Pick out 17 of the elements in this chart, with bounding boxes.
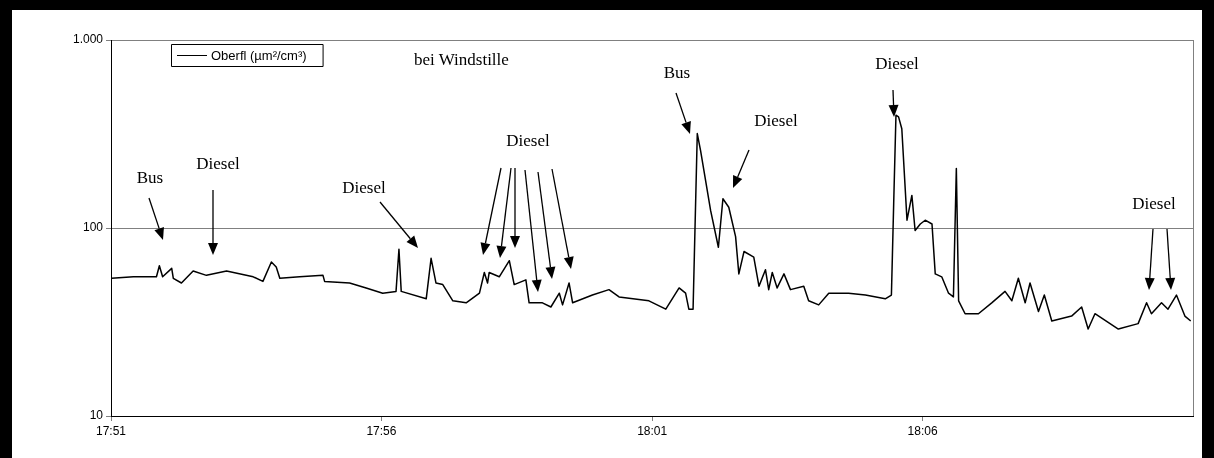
- x-tick-label: 17:56: [366, 423, 397, 438]
- x-tick-label: 17:51: [95, 423, 127, 438]
- annotation: Diesel: [1132, 194, 1176, 213]
- annotation: Diesel: [875, 54, 919, 73]
- x-tick-label: 18:06: [907, 423, 938, 438]
- y-tick-label: 100: [82, 220, 104, 235]
- annotation: bei Windstille: [414, 50, 509, 69]
- annotation: Diesel: [196, 154, 240, 173]
- annotation: Bus: [663, 63, 691, 82]
- annotation: Diesel: [342, 178, 386, 197]
- y-tick-label: 1.000: [72, 32, 104, 47]
- annotation: Diesel: [754, 111, 798, 130]
- annotation: Diesel: [506, 131, 550, 150]
- annotation: Bus: [136, 168, 164, 187]
- y-tick-label: 10: [89, 408, 104, 423]
- legend-label: Oberfl (µm²/cm³): [211, 47, 307, 63]
- x-tick-label: 18:01: [637, 423, 668, 438]
